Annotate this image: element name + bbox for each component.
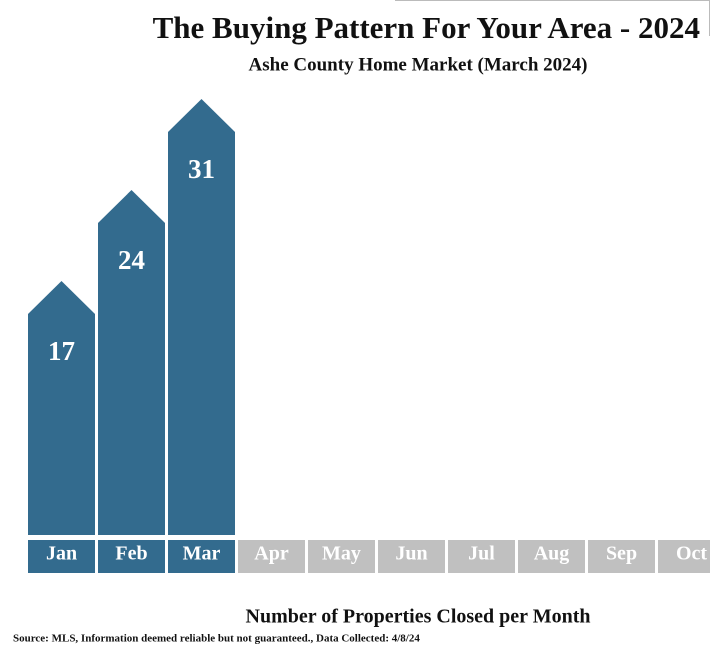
x-tick-label: Jan: [46, 543, 77, 565]
bar: [98, 190, 165, 535]
x-tick-label: Sep: [606, 543, 637, 565]
category-box: [378, 540, 445, 573]
value-label: 24: [118, 245, 145, 275]
x-tick-label: Jun: [395, 543, 427, 565]
chart-subtitle: Ashe County Home Market (March 2024): [249, 54, 588, 75]
category-box: [448, 540, 515, 573]
x-axis-label: Number of Properties Closed per Month: [246, 606, 591, 628]
category-box: [238, 540, 305, 573]
bar: [28, 281, 95, 535]
x-tick-label: May: [322, 543, 361, 565]
chart-title: The Buying Pattern For Your Area - 2024: [153, 10, 700, 45]
category-box: [658, 540, 710, 573]
source-note: Source: MLS, Information deemed reliable…: [13, 633, 420, 645]
x-tick-label: Mar: [183, 543, 221, 565]
bar: [168, 99, 235, 535]
x-tick-label: Oct: [676, 543, 707, 565]
x-tick-label: Apr: [254, 543, 289, 565]
category-box: [588, 540, 655, 573]
category-box: [98, 540, 165, 573]
category-box: [28, 540, 95, 573]
x-tick-label: Aug: [534, 543, 570, 565]
category-box: [168, 540, 235, 573]
category-box: [308, 540, 375, 573]
value-label: 31: [188, 154, 215, 184]
value-label: 17: [48, 336, 75, 366]
x-tick-label: Jul: [468, 543, 495, 565]
x-tick-label: Feb: [115, 543, 147, 565]
category-box: [518, 540, 585, 573]
